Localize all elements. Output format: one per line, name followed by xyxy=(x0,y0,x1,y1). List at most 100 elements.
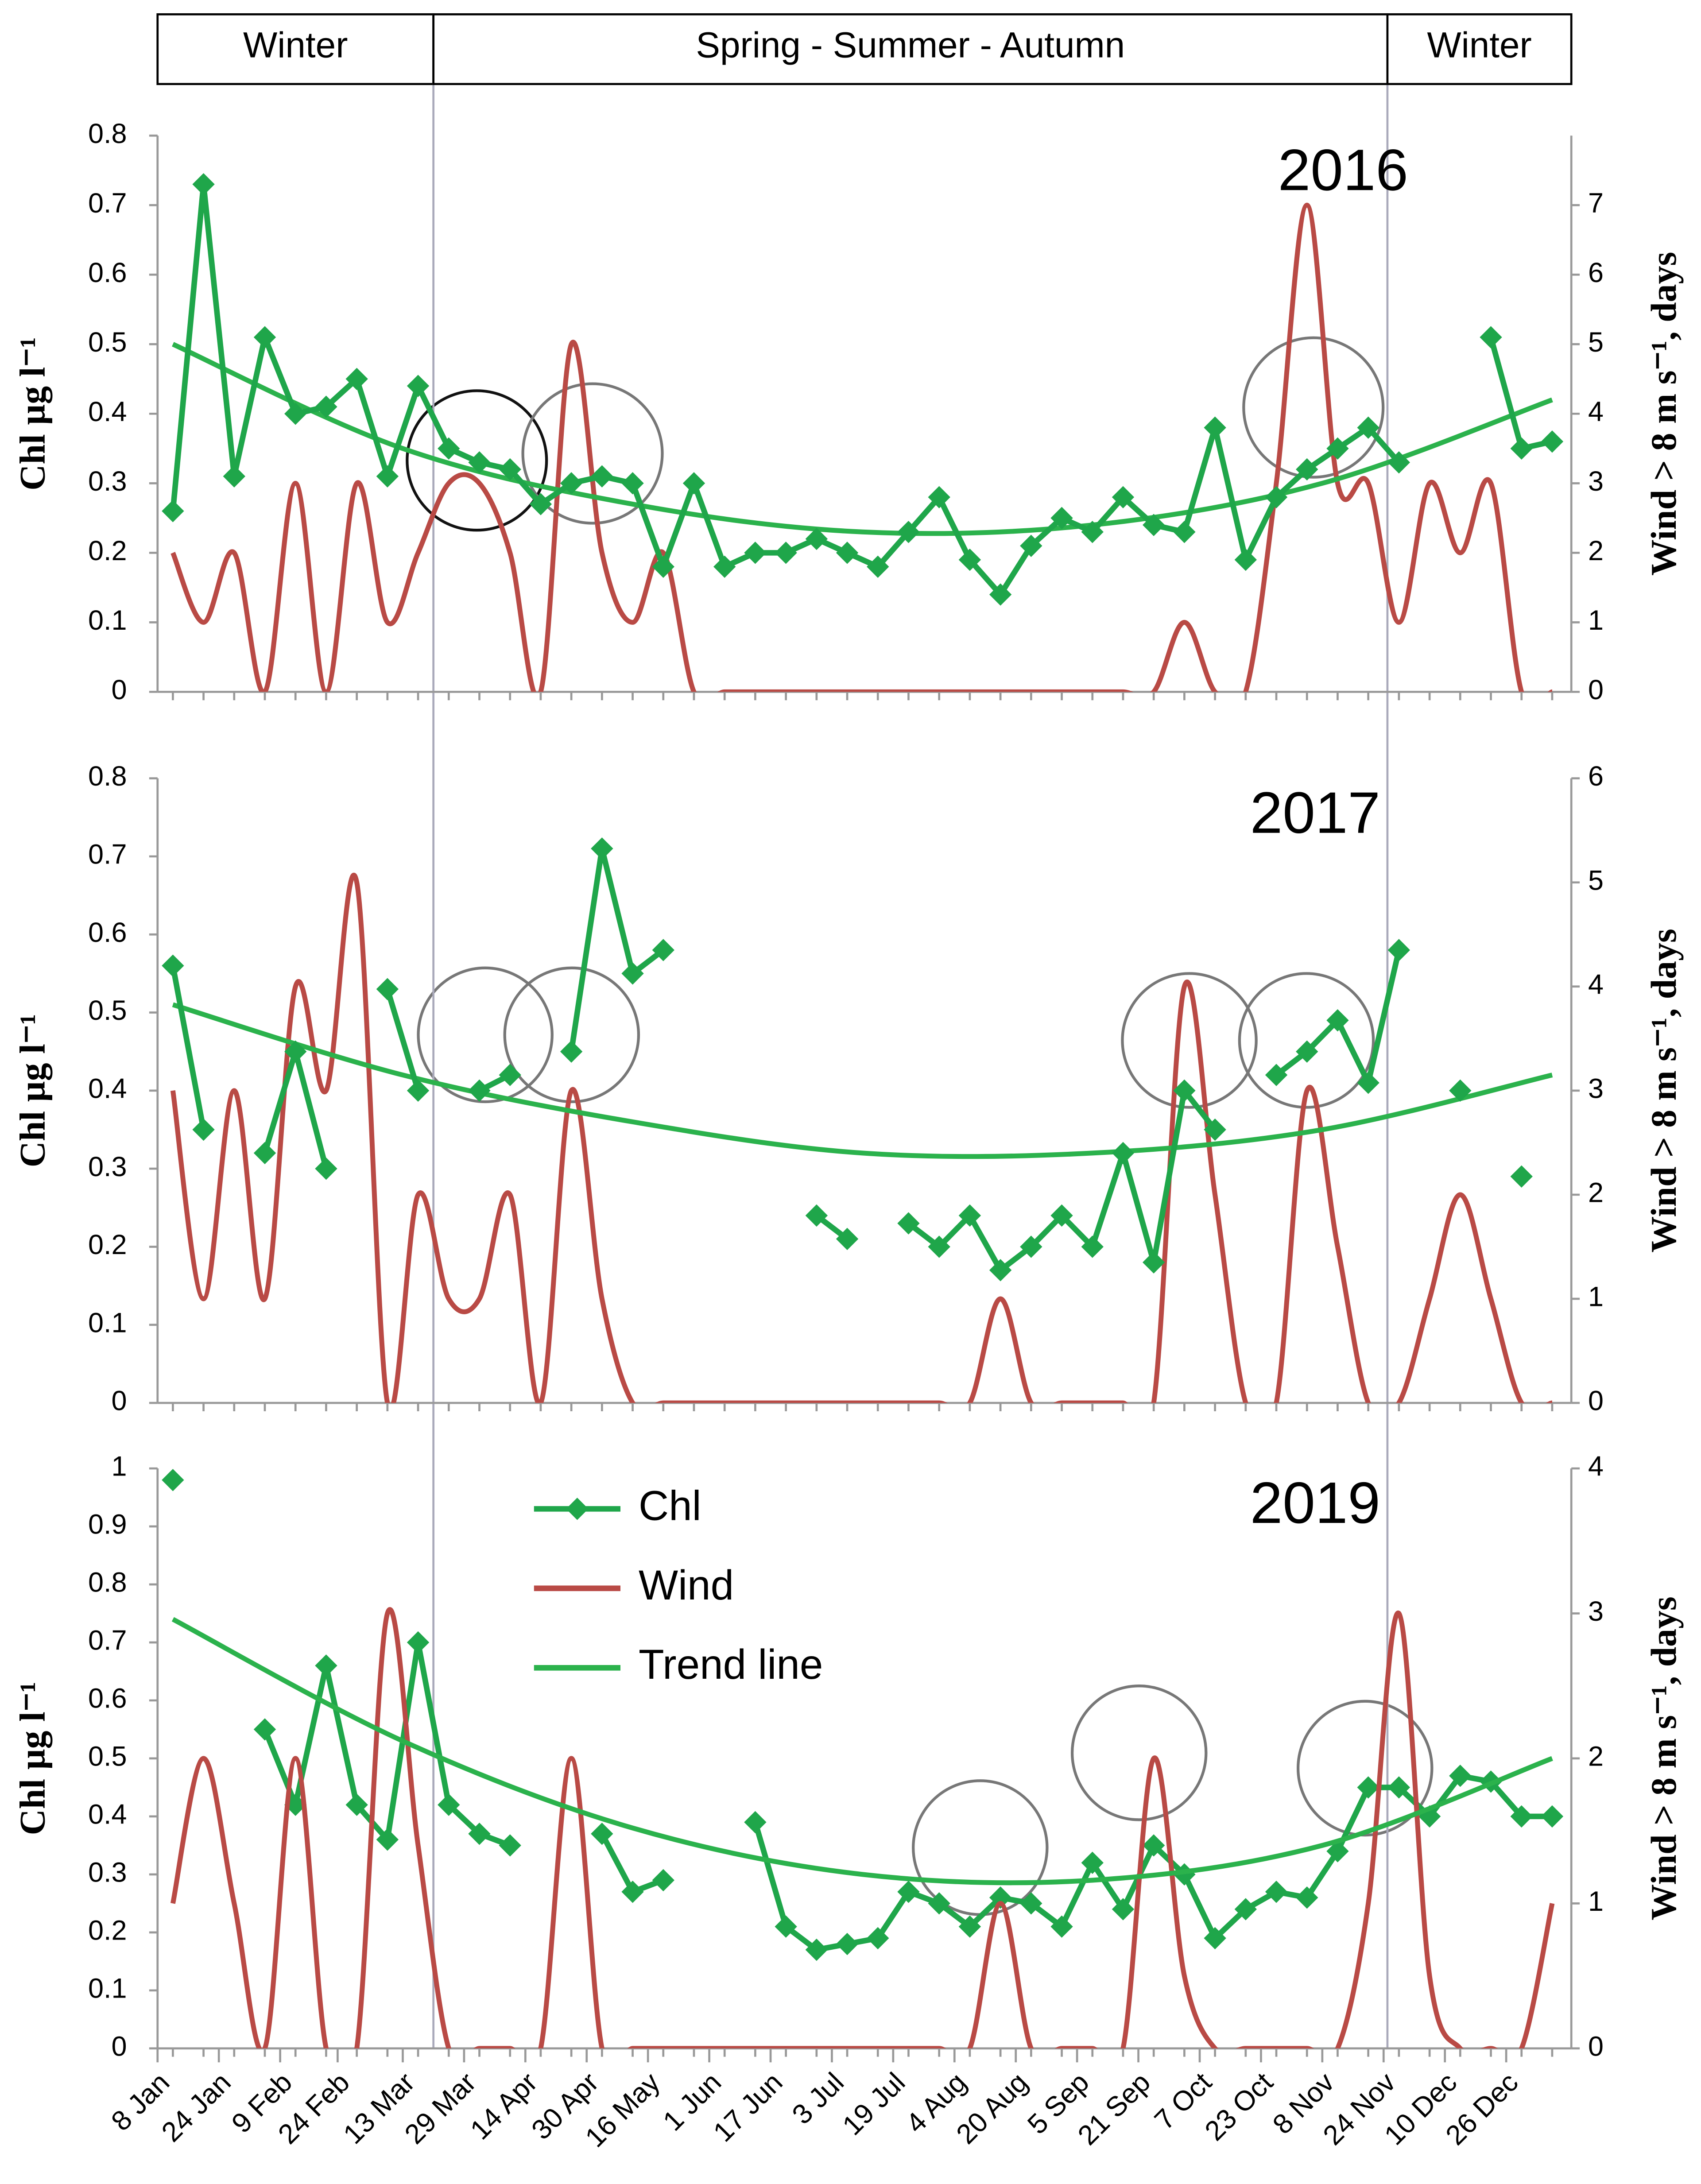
chl-marker xyxy=(315,1157,337,1180)
circle xyxy=(912,1779,1049,1916)
trend-line xyxy=(172,1002,1553,1159)
y2-tick-label: 4 xyxy=(1588,396,1604,427)
chl-marker xyxy=(1510,1805,1533,1828)
y-axis-label: Chl µg l⁻¹ xyxy=(12,1014,53,1167)
chl-marker xyxy=(1112,1142,1135,1165)
chl-marker xyxy=(376,465,399,488)
y-tick-label: 0.9 xyxy=(88,1509,127,1540)
y2-tick-label: 5 xyxy=(1588,327,1604,358)
chl-marker xyxy=(1081,1851,1104,1874)
chl-line xyxy=(1488,336,1553,452)
wind-line xyxy=(170,873,1552,1403)
y2-tick-label: 3 xyxy=(1588,1596,1604,1627)
chl-marker xyxy=(744,1811,767,1834)
circle xyxy=(503,966,640,1104)
highlight-circles xyxy=(406,336,1434,1916)
chl-marker xyxy=(1050,507,1073,530)
chl-marker xyxy=(1357,416,1379,439)
y-tick-label: 0.4 xyxy=(88,396,127,427)
chl-marker xyxy=(1510,1165,1533,1188)
y2-tick-label: 3 xyxy=(1588,466,1604,497)
chl-marker xyxy=(867,1927,889,1950)
legend-label: Wind xyxy=(639,1562,734,1609)
chl-marker xyxy=(744,542,767,564)
chl-marker xyxy=(836,1932,859,1956)
chl-marker xyxy=(1387,939,1410,961)
year-annotation: 2019 xyxy=(1250,1470,1380,1536)
circle xyxy=(1070,1684,1208,1821)
chl-marker xyxy=(989,1886,1012,1909)
chl-marker xyxy=(1326,1009,1349,1032)
y-tick-label: 0.8 xyxy=(88,761,127,792)
y-tick-label: 0.7 xyxy=(88,839,127,870)
y2-tick-label: 3 xyxy=(1588,1073,1604,1104)
chl-marker xyxy=(713,555,736,578)
chl-marker xyxy=(682,472,705,495)
plot xyxy=(162,173,1564,692)
trend-line xyxy=(171,1617,1553,1886)
chl-marker xyxy=(1265,486,1288,508)
y2-tick-label: 2 xyxy=(1588,1177,1604,1208)
chl-marker xyxy=(1142,514,1165,536)
y-tick-label: 0.7 xyxy=(88,188,127,219)
chl-marker xyxy=(928,1235,950,1258)
legend-label: Chl xyxy=(639,1482,701,1529)
chl-marker xyxy=(162,1469,184,1491)
chl-marker xyxy=(253,1142,276,1165)
chl-marker xyxy=(499,1834,521,1857)
chl-marker xyxy=(775,542,797,564)
y-tick-label: 0.1 xyxy=(88,1973,127,2004)
chl-marker xyxy=(1173,1079,1196,1102)
chl-marker xyxy=(284,1040,307,1063)
season-box xyxy=(1386,13,1573,85)
chl-marker xyxy=(958,1204,981,1227)
chl-marker xyxy=(928,1892,950,1915)
chl-marker xyxy=(284,403,307,425)
y2-tick-label: 0 xyxy=(1588,1386,1604,1417)
chl-marker xyxy=(836,542,859,564)
y-tick-label: 0 xyxy=(111,1386,127,1417)
y-tick-label: 0.5 xyxy=(88,995,127,1026)
chl-marker xyxy=(1020,1892,1042,1915)
chl-marker xyxy=(805,1204,828,1227)
chl-marker xyxy=(897,1212,920,1235)
chl-marker xyxy=(192,173,215,196)
y2-tick-label: 0 xyxy=(1588,674,1604,705)
x-tick-label: 14 Apr xyxy=(465,2067,543,2145)
chl-marker xyxy=(345,1793,368,1816)
circle xyxy=(406,389,548,532)
chl-marker xyxy=(1204,416,1226,439)
season-label: Spring - Summer - Autumn xyxy=(696,25,1125,66)
y2-tick-label: 1 xyxy=(1588,1282,1604,1313)
y2-tick-label: 6 xyxy=(1588,257,1604,288)
chl-marker xyxy=(376,978,399,1000)
y2-axis-label: Wind > 8 m s⁻¹, days xyxy=(1643,252,1684,576)
y-tick-label: 0.5 xyxy=(88,1741,127,1772)
chl-marker xyxy=(499,1064,521,1086)
x-tick-label: 23 Oct xyxy=(1199,2067,1279,2147)
y2-tick-label: 1 xyxy=(1588,605,1604,636)
chl-marker xyxy=(621,472,644,495)
chl-marker xyxy=(1020,1235,1042,1258)
y-tick-label: 0.4 xyxy=(88,1073,127,1104)
chl-marker xyxy=(1234,1898,1257,1921)
chl-line xyxy=(568,845,665,1052)
chl-marker xyxy=(315,1654,337,1677)
y2-tick-label: 6 xyxy=(1588,761,1604,792)
plot xyxy=(162,1469,1564,2048)
chl-marker xyxy=(652,1869,674,1892)
y2-axis-label: Wind > 8 m s⁻¹, days xyxy=(1643,929,1684,1252)
chl-marker xyxy=(1326,1840,1349,1863)
y-axis-label: Chl µg l⁻¹ xyxy=(12,1681,53,1835)
y2-tick-label: 5 xyxy=(1588,865,1604,896)
y-tick-label: 0.1 xyxy=(88,1307,127,1338)
x-tick-label: 24 Jan xyxy=(156,2067,237,2148)
chl-marker xyxy=(1387,1776,1410,1799)
chl-marker xyxy=(162,500,184,523)
chl-marker xyxy=(805,1938,828,1961)
y-tick-label: 0.8 xyxy=(88,118,127,149)
y-tick-label: 0.6 xyxy=(88,257,127,288)
y2-axis-label: Wind > 8 m s⁻¹, days xyxy=(1643,1596,1684,1920)
chl-marker xyxy=(1020,534,1042,557)
